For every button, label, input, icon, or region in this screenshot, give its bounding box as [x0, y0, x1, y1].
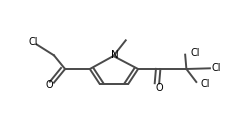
Text: Cl: Cl: [212, 63, 221, 73]
Text: Cl: Cl: [200, 79, 209, 89]
Text: O: O: [45, 80, 53, 90]
Text: Cl: Cl: [28, 37, 38, 47]
Text: N: N: [111, 50, 119, 60]
Text: Cl: Cl: [191, 48, 200, 58]
Text: O: O: [155, 83, 163, 93]
